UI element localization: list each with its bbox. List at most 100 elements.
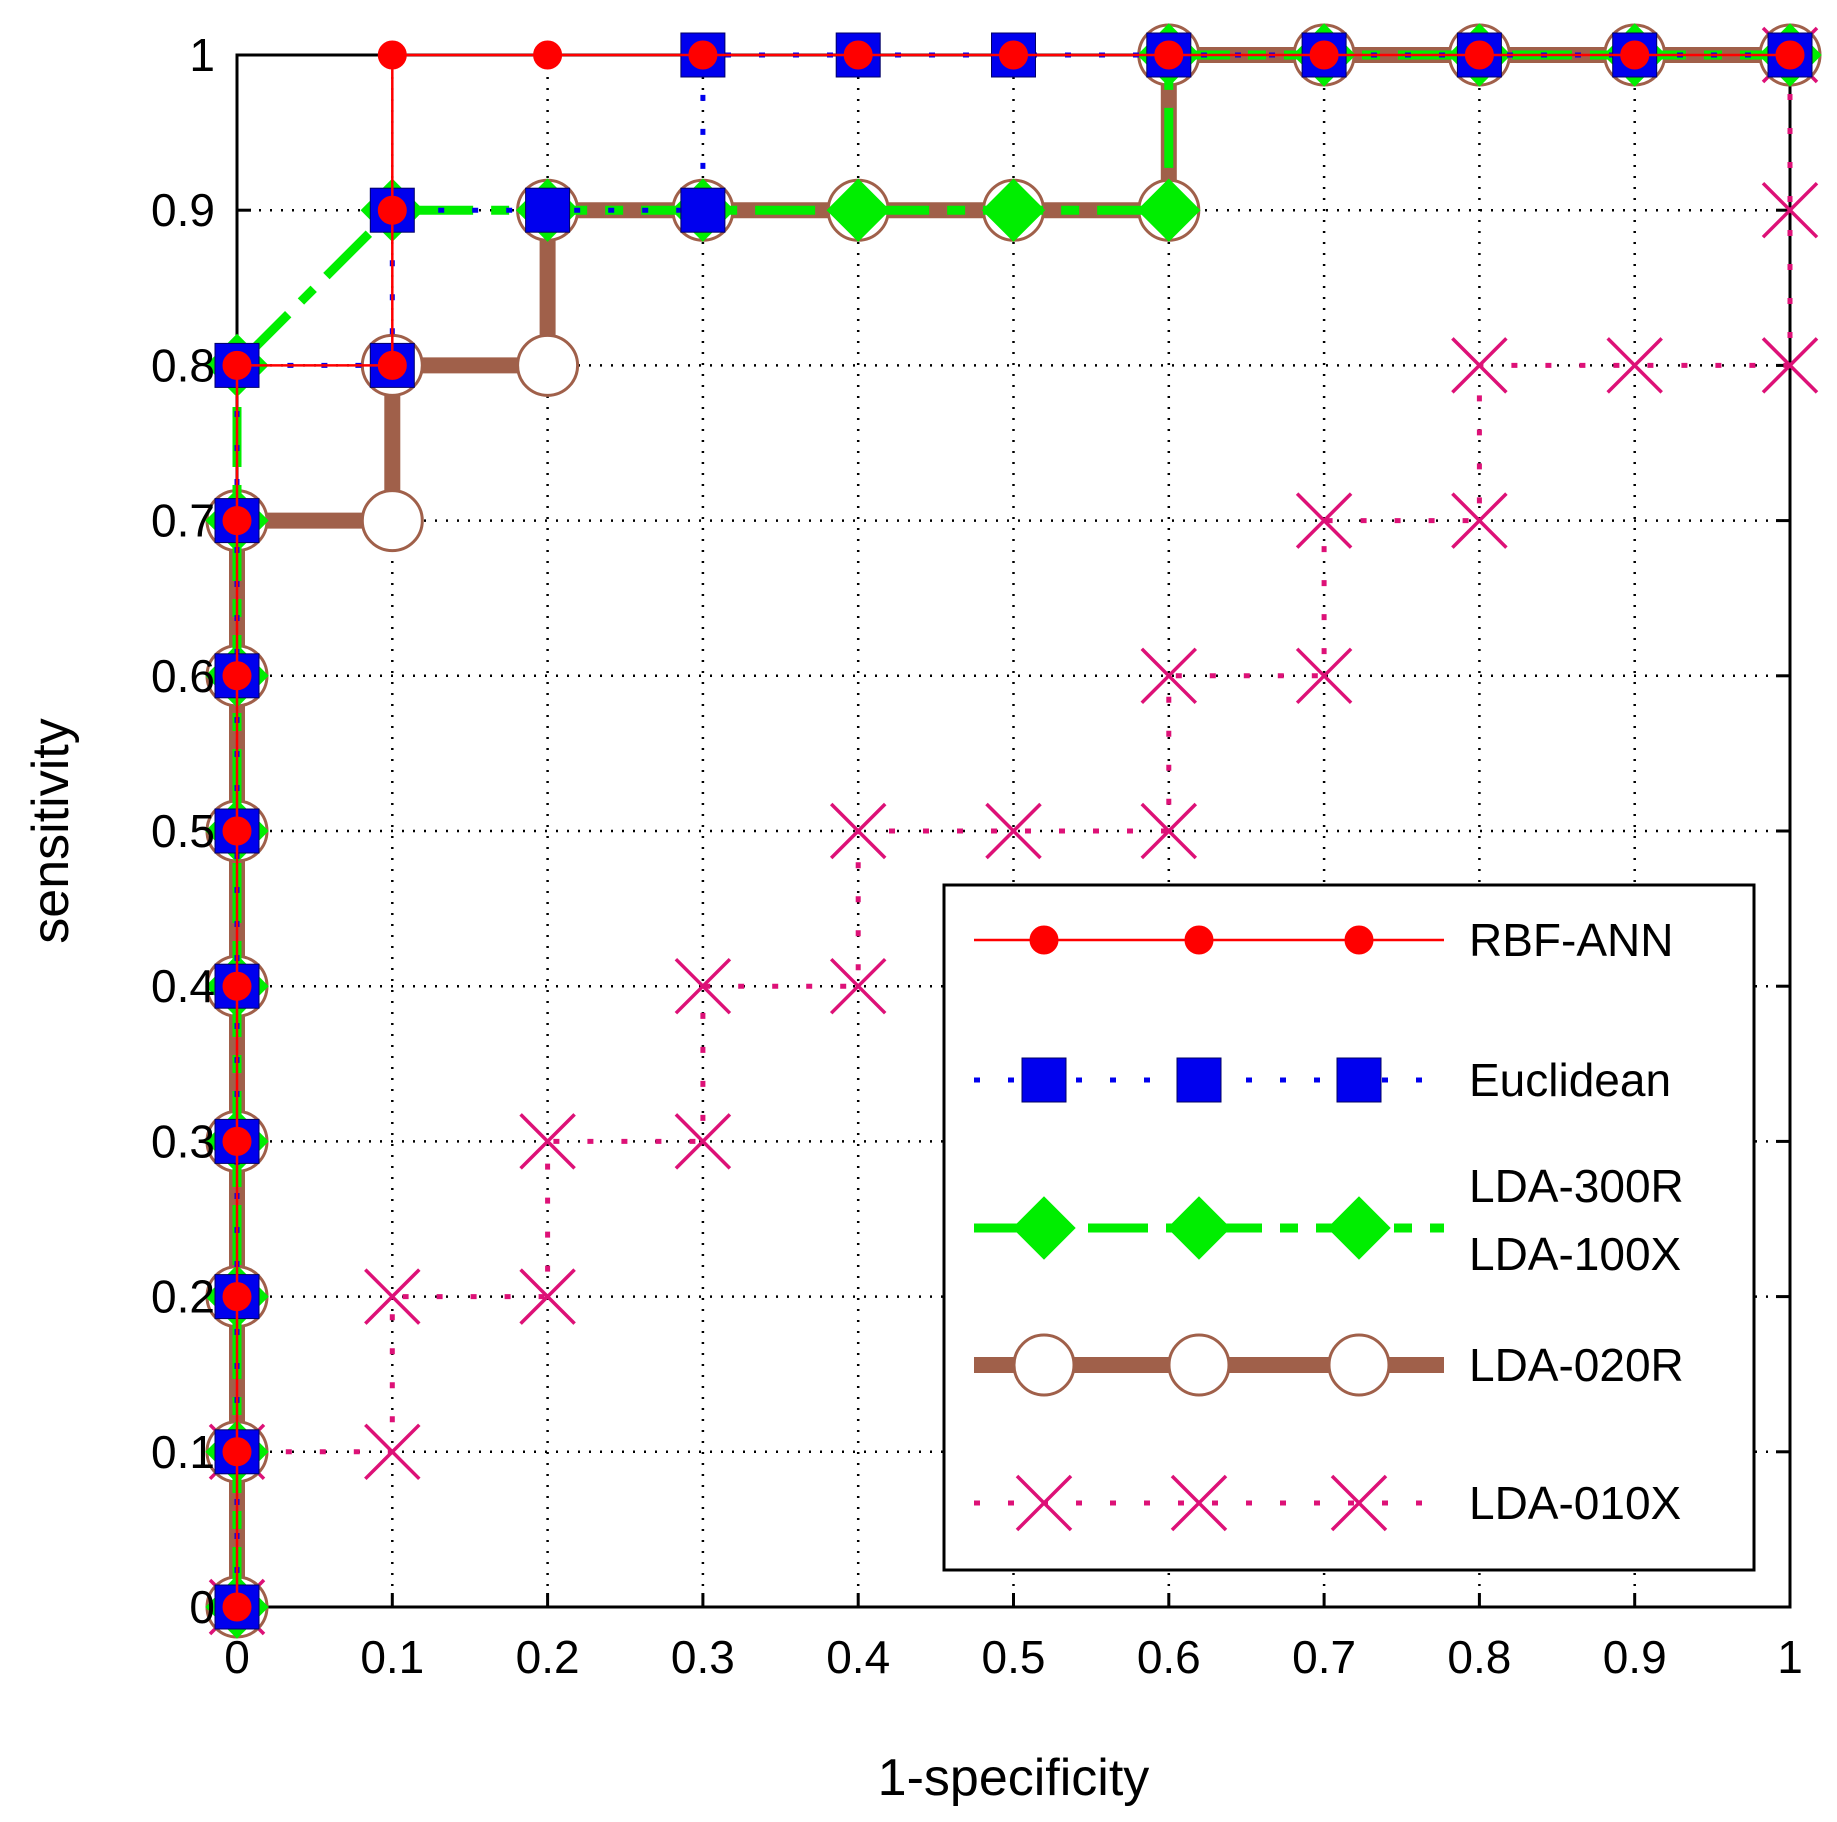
marker-rbf-ann-2 [222, 1282, 252, 1312]
x-tick-label-8: 0.8 [1447, 1631, 1511, 1683]
marker-rbf-ann-20 [1775, 40, 1805, 70]
legend-marker-lda-010x-0-b [1015, 1474, 1073, 1532]
y-tick-label-2: 0.2 [151, 1271, 215, 1323]
legend-marker-rbf-ann-1 [1184, 925, 1214, 955]
x-tick-label-6: 0.6 [1137, 1631, 1201, 1683]
legend-entry-lda-010x: LDA-010X [974, 1474, 1681, 1532]
marker-lda-300r-lda-100x-12 [826, 178, 890, 242]
legend-entry-lda-300r-lda-100x: LDA-300R LDA-100X [974, 1160, 1684, 1280]
y-tick-label-1: 0.1 [151, 1426, 215, 1478]
marker-rbf-ann-3 [222, 1126, 252, 1156]
legend-marker-lda-020r-2 [1327, 1333, 1391, 1397]
marker-euclidean-11 [525, 187, 571, 233]
marker-rbf-ann-6 [222, 661, 252, 691]
legend-marker-lda-020r-0 [1012, 1333, 1076, 1397]
y-tick-label-4: 0.4 [151, 960, 215, 1012]
y-tick-label-3: 0.3 [151, 1115, 215, 1167]
legend-label-lda-300r-lda-100x-0: LDA-300R [1469, 1160, 1684, 1212]
legend-marker-euclidean-0 [1021, 1057, 1067, 1103]
marker-lda-010x-10-b [985, 802, 1042, 860]
marker-lda-010x-8-b [829, 957, 887, 1015]
x-tick-label-5: 0.5 [982, 1631, 1046, 1683]
series-layer [205, 23, 1822, 1639]
marker-rbf-ann-11 [377, 40, 407, 70]
marker-rbf-ann-7 [222, 506, 252, 536]
y-tick-label-8: 0.8 [151, 339, 215, 391]
marker-lda-010x-13-b [1295, 647, 1353, 705]
marker-lda-010x-16-b [1451, 337, 1508, 394]
marker-lda-010x-11-b [1140, 802, 1198, 860]
legend-marker-lda-300r-lda-100x-1 [1167, 1196, 1231, 1260]
x-tick-label-9: 0.9 [1603, 1631, 1667, 1683]
marker-rbf-ann-19 [1620, 40, 1650, 70]
x-tick-label-3: 0.3 [671, 1631, 735, 1683]
legend-entry-euclidean: Euclidean [974, 1054, 1671, 1106]
series-rbf-ann [222, 40, 1805, 1622]
legend-marker-lda-020r-1 [1167, 1333, 1231, 1397]
marker-lda-010x-6-b [674, 1113, 732, 1170]
legend: RBF-ANN Euclidean LDA-300R LDA-100X LDA-020R… [942, 883, 1756, 1572]
marker-rbf-ann-14 [843, 40, 873, 70]
marker-rbf-ann-8 [222, 350, 252, 380]
marker-lda-020r-8 [360, 489, 424, 553]
marker-rbf-ann-12 [533, 40, 563, 70]
marker-lda-010x-12-b [1140, 647, 1198, 705]
marker-rbf-ann-9 [377, 350, 407, 380]
marker-lda-010x-2-b [364, 1423, 421, 1481]
legend-label-lda-010x: LDA-010X [1469, 1477, 1681, 1529]
legend-entry-rbf-ann: RBF-ANN [974, 914, 1673, 966]
y-tick-label-5: 0.5 [151, 805, 215, 857]
marker-rbf-ann-17 [1309, 40, 1339, 70]
marker-lda-300r-lda-100x-14 [1137, 178, 1201, 242]
marker-lda-010x-9-b [829, 802, 887, 860]
tick-labels: 0 0.1 0.2 0.3 0.4 0.5 0.6 0.7 0.8 0.9 1 0 0.1 0.2 0.3 0… [151, 29, 1803, 1683]
marker-lda-010x-14-b [1295, 492, 1353, 549]
x-tick-label-0: 0 [224, 1631, 250, 1683]
y-tick-label-6: 0.6 [151, 650, 215, 702]
legend-marker-lda-010x-1-b [1170, 1474, 1228, 1532]
marker-lda-010x-18-b [1761, 337, 1819, 394]
legend-label-lda-300r-lda-100x-1: LDA-100X [1469, 1228, 1681, 1280]
legend-marker-euclidean-1 [1176, 1057, 1222, 1103]
y-tick-label-0: 0 [189, 1581, 215, 1633]
marker-rbf-ann-4 [222, 971, 252, 1001]
x-tick-label-7: 0.7 [1292, 1631, 1356, 1683]
marker-lda-010x-4-b [519, 1268, 576, 1325]
series-line-lda-010x [234, 55, 1793, 1607]
x-tick-label-4: 0.4 [826, 1631, 890, 1683]
legend-marker-euclidean-2 [1336, 1057, 1382, 1103]
marker-euclidean-12 [680, 187, 726, 233]
marker-lda-010x-3-b [364, 1268, 421, 1325]
legend-marker-rbf-ann-2 [1344, 925, 1374, 955]
marker-rbf-ann-15 [999, 40, 1028, 70]
x-tick-label-1: 0.1 [360, 1631, 424, 1683]
marker-rbf-ann-5 [222, 816, 252, 846]
marker-rbf-ann-13 [688, 40, 718, 70]
marker-lda-010x-17-b [1606, 337, 1663, 394]
marker-rbf-ann-10 [377, 195, 407, 225]
y-tick-label-7: 0.7 [151, 495, 215, 547]
marker-lda-010x-7-b [674, 957, 732, 1015]
legend-label-euclidean: Euclidean [1469, 1054, 1671, 1106]
x-axis-title: 1-specificity [878, 1749, 1150, 1807]
marker-lda-010x-15-b [1451, 492, 1508, 549]
marker-lda-020r-10 [516, 333, 580, 397]
marker-rbf-ann-1 [222, 1437, 252, 1467]
y-axis-title: sensitivity [22, 718, 80, 943]
marker-lda-010x-19-b [1761, 181, 1819, 239]
legend-marker-lda-010x-2-b [1330, 1474, 1388, 1532]
legend-marker-rbf-ann-0 [1029, 925, 1059, 955]
y-tick-label-10: 1 [189, 29, 215, 81]
marker-rbf-ann-0 [222, 1592, 252, 1622]
y-tick-label-9: 0.9 [151, 184, 215, 236]
legend-marker-lda-300r-lda-100x-0 [1012, 1196, 1076, 1260]
marker-lda-010x-5-b [519, 1113, 576, 1170]
x-tick-label-2: 0.2 [516, 1631, 580, 1683]
legend-label-rbf-ann: RBF-ANN [1469, 914, 1673, 966]
marker-lda-300r-lda-100x-13 [981, 178, 1046, 242]
legend-marker-lda-300r-lda-100x-2 [1327, 1196, 1391, 1260]
x-tick-label-10: 1 [1777, 1631, 1803, 1683]
legend-label-lda-020r: LDA-020R [1469, 1339, 1684, 1391]
legend-entry-lda-020r: LDA-020R [974, 1333, 1684, 1397]
